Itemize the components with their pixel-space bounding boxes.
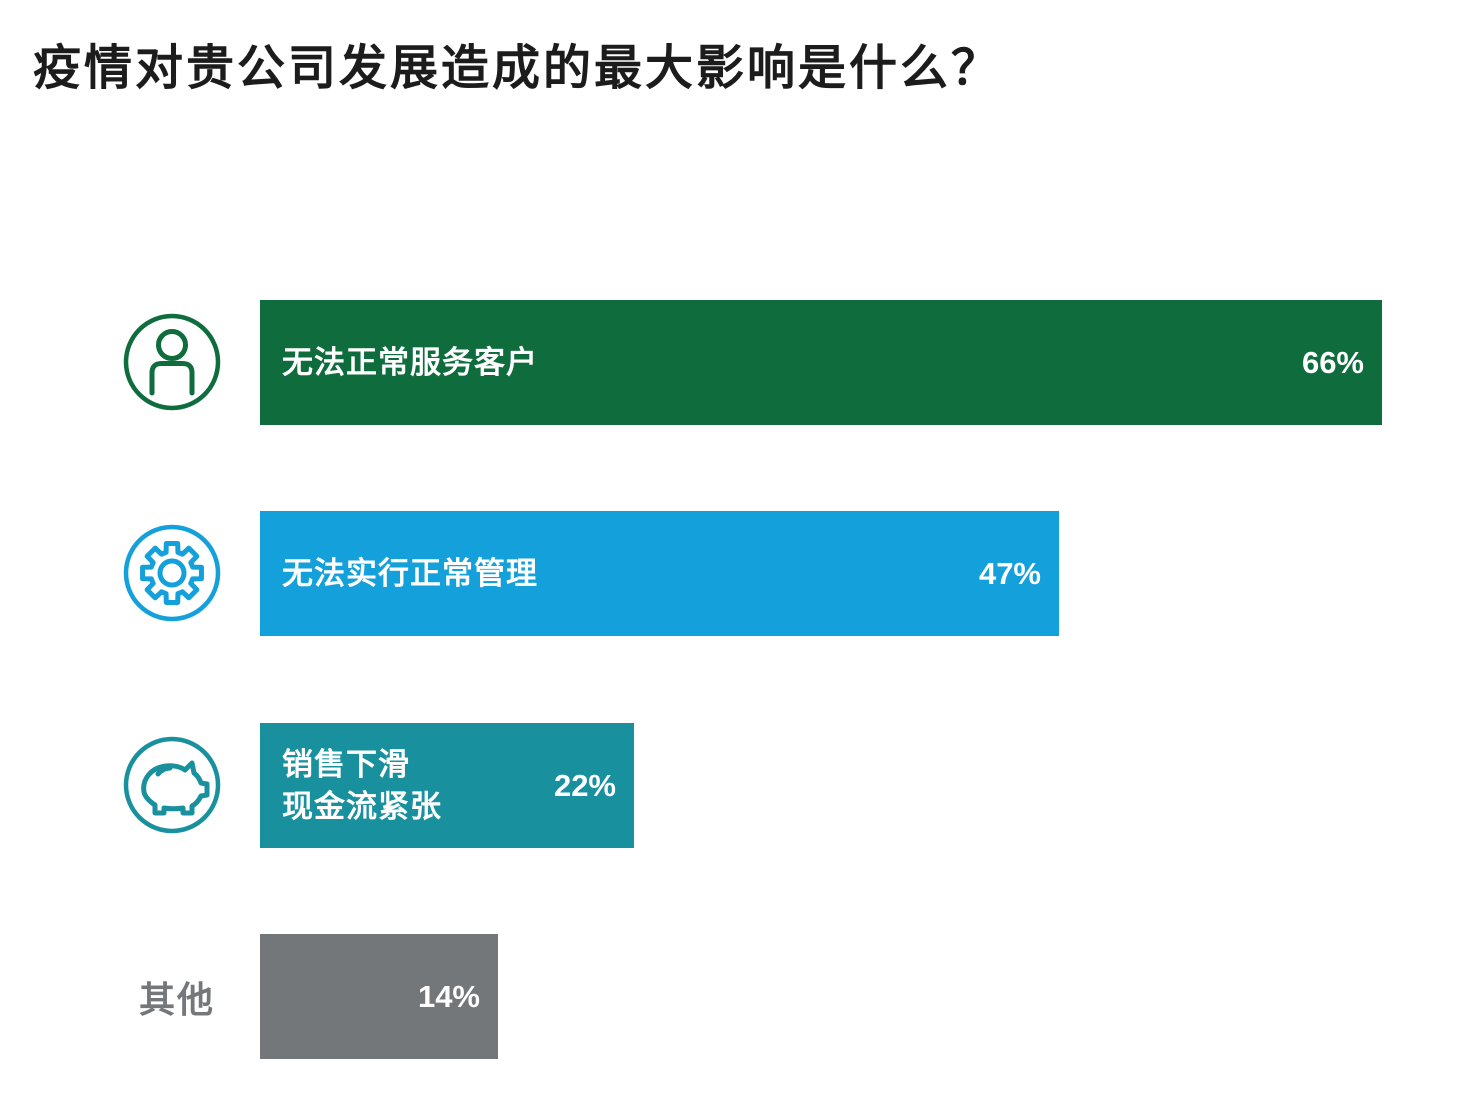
bar-label: 无法实行正常管理 [282, 555, 538, 591]
bar-value: 66% [1301, 344, 1364, 380]
bar-other: 14% [260, 934, 498, 1059]
bar-management: 无法实行正常管理 47% [260, 511, 1059, 636]
person-icon [122, 312, 222, 412]
bar-row-other: 其他 14% [0, 934, 1476, 1059]
bar-label-line1: 销售下滑 [282, 746, 410, 782]
bar-row-sales-cashflow: 销售下滑现金流紧张 22% [0, 723, 1476, 848]
gear-icon [122, 523, 222, 623]
bar-row-serve-customers: 无法正常服务客户 66% [0, 300, 1476, 425]
bar-row-management: 无法实行正常管理 47% [0, 511, 1476, 636]
bar-label: 销售下滑 现金流紧张 [260, 744, 442, 828]
bar-serve-customers: 无法正常服务客户 66% [260, 300, 1382, 425]
piggy-bank-icon [122, 735, 222, 835]
bar-label-line2: 现金流紧张 [282, 788, 442, 824]
bar-value: 22% [553, 767, 616, 803]
chart-title: 疫情对贵公司发展造成的最大影响是什么？ [33, 42, 1003, 95]
bar-sales-cashflow: 销售下滑现金流紧张 22% [260, 723, 634, 848]
bar-value: 47% [978, 555, 1041, 591]
bar-label-other: 其他 [138, 978, 215, 1020]
bar-value: 14% [417, 978, 480, 1014]
bar-label: 无法正常服务客户 [282, 344, 538, 380]
